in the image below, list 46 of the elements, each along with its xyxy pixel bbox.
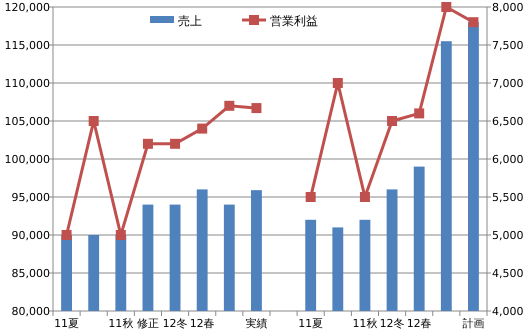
point	[142, 138, 153, 149]
legend-label: 営業利益	[270, 14, 318, 28]
y-tick-label: 120,000	[4, 1, 50, 14]
x-tick-label: 11秋	[352, 317, 378, 330]
y2-tick-label: 8,000	[492, 1, 524, 14]
y-tick-label: 95,000	[12, 191, 50, 204]
y-tick-label: 115,000	[4, 39, 50, 52]
point	[116, 230, 126, 240]
y-tick-label: 90,000	[12, 229, 50, 242]
x-tick-label: 11夏	[298, 317, 324, 330]
y2-tick-label: 7,500	[492, 39, 524, 52]
y-tick-label: 110,000	[4, 77, 50, 90]
y2-tick-label: 6,500	[492, 115, 524, 128]
x-tick-label: 12冬	[162, 317, 188, 330]
point	[360, 192, 370, 202]
x-tick-label: 実績	[245, 317, 268, 330]
point	[332, 78, 343, 88]
y2-tick-label: 6,000	[492, 153, 524, 166]
y2-tick-label: 4,500	[492, 267, 524, 280]
point	[306, 192, 316, 202]
point	[62, 230, 72, 240]
point	[88, 116, 99, 126]
y2-tick-label: 5,000	[492, 229, 524, 242]
point	[170, 138, 180, 149]
x-tick-label: 12春	[406, 317, 432, 330]
point	[387, 116, 398, 126]
point	[197, 124, 208, 134]
point	[414, 108, 424, 118]
y-tick-label: 100,000	[4, 153, 50, 166]
y2-tick-label: 7,000	[492, 77, 524, 90]
x-tick-label: 12冬	[380, 317, 405, 330]
x-tick-label: 11夏	[54, 317, 80, 330]
point	[251, 103, 262, 114]
x-tick-label: 11秋	[108, 317, 134, 330]
x-tick-label: 計画	[462, 317, 484, 330]
y-tick-label: 85,000	[12, 267, 50, 280]
y-tick-label: 105,000	[4, 115, 50, 128]
point	[224, 100, 234, 111]
point	[441, 2, 452, 12]
x-tick-label: 修正	[136, 317, 159, 330]
y2-tick-label: 5,500	[492, 191, 524, 204]
y2-tick-label: 4,000	[492, 305, 524, 318]
legend-label: 売上	[178, 14, 202, 28]
point	[468, 17, 478, 28]
y-tick-label: 80,000	[12, 305, 50, 318]
x-tick-label: 12春	[190, 317, 215, 330]
